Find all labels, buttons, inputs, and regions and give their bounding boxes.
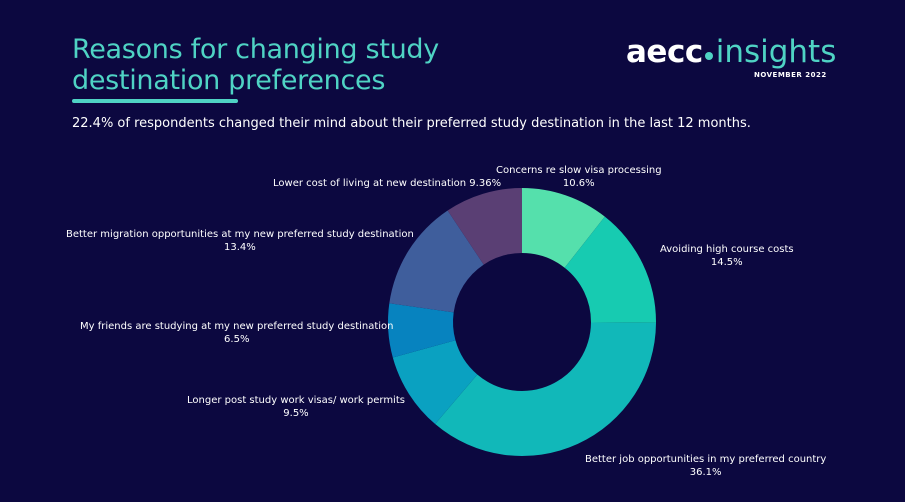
donut-slice-2 — [435, 322, 656, 457]
page-subtitle: 22.4% of respondents changed their mind … — [72, 116, 751, 131]
label-slice-3-value: 9.5% — [283, 408, 309, 419]
label-slice-0-value: 10.6% — [562, 178, 595, 189]
label-slice-1: Avoiding high course costs 14.5% — [660, 243, 794, 269]
title-underline — [72, 99, 238, 103]
label-slice-6-value: 9.36% — [469, 178, 502, 189]
donut-slice-0 — [522, 188, 605, 268]
label-slice-2-value: 36.1% — [689, 467, 722, 478]
logo-dot-icon — [704, 52, 713, 60]
label-slice-5-name: Better migration opportunities at my new… — [66, 229, 414, 240]
label-slice-1-value: 14.5% — [710, 257, 743, 268]
label-slice-6: Lower cost of living at new destination … — [273, 177, 501, 190]
label-slice-2: Better job opportunities in my preferred… — [585, 453, 826, 479]
logo-date: NOVEMBER 2022 — [754, 71, 827, 79]
donut-slice-6 — [447, 188, 522, 265]
donut-slice-4 — [388, 303, 456, 358]
donut-slice-3 — [392, 340, 478, 425]
label-slice-6-name: Lower cost of living at new destination — [273, 178, 467, 189]
label-slice-4: My friends are studying at my new prefer… — [80, 320, 394, 346]
label-slice-0-name: Concerns re slow visa processing — [496, 165, 662, 176]
donut-slice-5 — [389, 210, 484, 313]
label-slice-3: Longer post study work visas/ work permi… — [187, 394, 405, 420]
label-slice-4-value: 6.5% — [224, 334, 250, 345]
logo-product: insights — [715, 34, 837, 70]
label-slice-1-name: Avoiding high course costs — [660, 244, 794, 255]
donut-slice-1 — [564, 216, 657, 323]
label-slice-5-value: 13.4% — [224, 242, 256, 253]
aecc-insights-logo: aecc insights — [626, 34, 836, 74]
logo-brand: aecc — [626, 34, 703, 70]
label-slice-0: Concerns re slow visa processing 10.6% — [496, 164, 662, 190]
page-title: Reasons for changing study destination p… — [72, 34, 439, 96]
label-slice-4-name: My friends are studying at my new prefer… — [80, 321, 394, 332]
label-slice-5: Better migration opportunities at my new… — [66, 228, 414, 254]
label-slice-2-name: Better job opportunities in my preferred… — [585, 454, 827, 465]
label-slice-3-name: Longer post study work visas/ work permi… — [187, 395, 405, 406]
label-slice-6-text: Lower cost of living at new destination … — [273, 177, 501, 190]
